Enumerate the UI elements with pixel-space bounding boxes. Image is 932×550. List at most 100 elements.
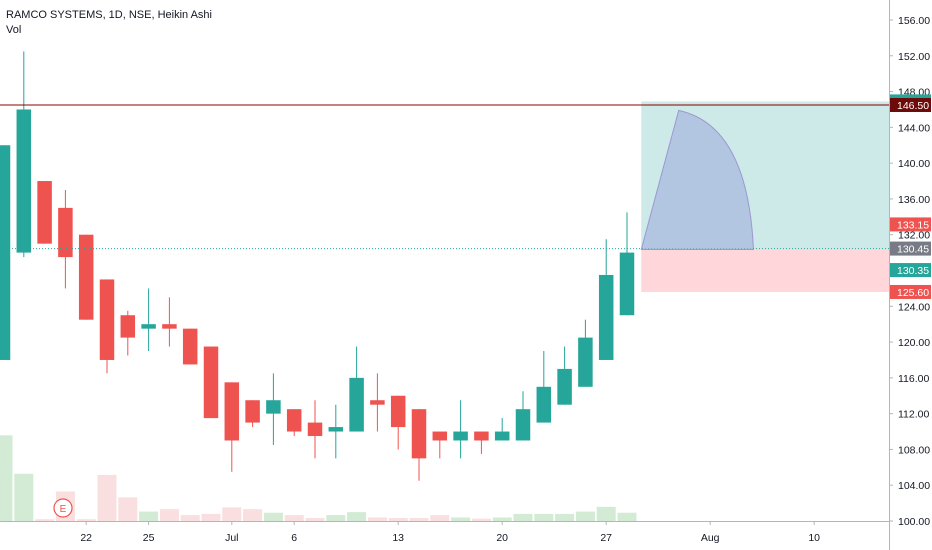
hline-price-tag-text: 146.50 bbox=[897, 100, 929, 112]
candle-body bbox=[99, 279, 115, 360]
candle-body bbox=[349, 377, 364, 432]
entry-price-tag-box bbox=[890, 263, 931, 278]
candle bbox=[578, 319, 593, 387]
price-tag-133: 133.15 bbox=[890, 217, 931, 232]
candle-body bbox=[286, 409, 302, 432]
candle-body bbox=[224, 382, 240, 441]
candle bbox=[78, 234, 94, 320]
candle-body bbox=[37, 181, 52, 244]
price-tag-133-box bbox=[890, 217, 931, 232]
stop-price-tag-box bbox=[890, 284, 931, 299]
volume-bar bbox=[263, 512, 283, 521]
candle bbox=[182, 328, 198, 365]
time-tick-label: 20 bbox=[496, 532, 508, 544]
entry-price-tag: 130.35 bbox=[890, 263, 931, 278]
volume-bar bbox=[409, 518, 429, 521]
price-tick-label: 152.00 bbox=[898, 51, 930, 63]
candle bbox=[453, 400, 468, 459]
candle-body bbox=[0, 145, 11, 360]
candle-body bbox=[411, 409, 427, 459]
candle-body bbox=[494, 431, 510, 441]
price-tick-label: 108.00 bbox=[898, 444, 930, 456]
volume-bars bbox=[0, 435, 637, 521]
time-tick-label: 13 bbox=[392, 532, 404, 544]
volume-bar bbox=[451, 517, 471, 521]
time-tick-label: 22 bbox=[80, 532, 92, 544]
candles bbox=[0, 51, 635, 481]
candle-body bbox=[619, 252, 635, 316]
price-tick-label: 120.00 bbox=[898, 337, 930, 349]
candle bbox=[494, 418, 510, 441]
volume-bar bbox=[284, 515, 304, 521]
volume-bar bbox=[76, 519, 96, 521]
earnings-marker[interactable]: E bbox=[53, 498, 73, 518]
candle bbox=[0, 145, 11, 360]
volume-bar bbox=[201, 513, 221, 521]
volume-bar bbox=[305, 518, 325, 521]
loss-zone bbox=[641, 249, 889, 292]
last-price-tag-text: 130.45 bbox=[897, 244, 929, 256]
candle bbox=[411, 409, 427, 481]
candle-body bbox=[328, 427, 344, 432]
last-price-tag-box bbox=[890, 241, 931, 256]
price-tag-133-text: 133.15 bbox=[897, 219, 929, 231]
chart-legend: RAMCO SYSTEMS, 1D, NSE, Heikin Ashi Vol bbox=[6, 8, 212, 38]
time-tick-label: 25 bbox=[143, 532, 155, 544]
candle-body bbox=[120, 315, 136, 338]
candle bbox=[349, 346, 364, 432]
volume-bar bbox=[471, 518, 491, 521]
volume-bar bbox=[159, 509, 179, 521]
candle bbox=[120, 310, 136, 356]
candle bbox=[99, 279, 115, 374]
stop-price-tag: 125.60 bbox=[890, 284, 931, 299]
volume-bar bbox=[367, 517, 387, 521]
volume-bar bbox=[555, 513, 575, 521]
candle bbox=[16, 51, 32, 258]
volume-bar bbox=[243, 509, 263, 521]
candle-body bbox=[266, 400, 281, 414]
candle-body bbox=[453, 431, 468, 441]
price-tick-label: 124.00 bbox=[898, 301, 930, 313]
symbol-title: RAMCO SYSTEMS, 1D, NSE, Heikin Ashi bbox=[6, 9, 212, 21]
price-tick-label: 140.00 bbox=[898, 158, 930, 170]
hline-price-tag: 146.50 bbox=[890, 97, 931, 112]
hline-price-tag-box bbox=[890, 97, 931, 112]
price-tick-label: 116.00 bbox=[898, 373, 929, 385]
candle-body bbox=[182, 328, 198, 365]
candle bbox=[266, 373, 281, 445]
candle-body bbox=[598, 274, 614, 360]
candle bbox=[245, 400, 260, 428]
candle-body bbox=[578, 337, 593, 387]
time-tick-label: Jul bbox=[225, 532, 238, 544]
candle bbox=[619, 212, 635, 316]
volume-bar bbox=[492, 517, 512, 521]
entry-price-tag-text: 130.35 bbox=[897, 265, 929, 277]
price-tick-label: 104.00 bbox=[898, 480, 930, 492]
sector-drawing bbox=[640, 109, 755, 250]
volume-bar bbox=[388, 518, 408, 521]
time-tick-label: Aug bbox=[701, 532, 720, 544]
candle-body bbox=[16, 109, 32, 253]
candle-body bbox=[515, 409, 531, 441]
candle-body bbox=[474, 431, 489, 441]
candle-body bbox=[203, 346, 219, 419]
time-tick-label: 10 bbox=[808, 532, 820, 544]
volume-bar bbox=[513, 513, 533, 521]
volume-bar bbox=[97, 474, 117, 521]
volume-bar bbox=[14, 473, 34, 521]
candle-body bbox=[141, 324, 156, 329]
candle-body bbox=[536, 386, 552, 423]
candle bbox=[162, 297, 177, 347]
price-tick-label: 156.00 bbox=[898, 15, 930, 27]
candle bbox=[557, 346, 572, 405]
candle bbox=[141, 288, 156, 352]
candle-body bbox=[432, 431, 448, 441]
candle bbox=[203, 346, 219, 419]
candle bbox=[307, 400, 323, 459]
earnings-letter: E bbox=[60, 504, 67, 515]
volume-bar bbox=[617, 512, 637, 521]
candle bbox=[474, 431, 489, 454]
price-tick-label: 144.00 bbox=[898, 122, 930, 134]
